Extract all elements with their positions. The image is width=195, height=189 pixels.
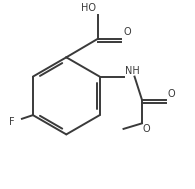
- Text: O: O: [143, 124, 150, 134]
- Text: O: O: [123, 27, 131, 37]
- Text: NH: NH: [125, 66, 140, 76]
- Text: O: O: [168, 89, 175, 99]
- Text: HO: HO: [81, 3, 96, 13]
- Text: F: F: [9, 118, 15, 127]
